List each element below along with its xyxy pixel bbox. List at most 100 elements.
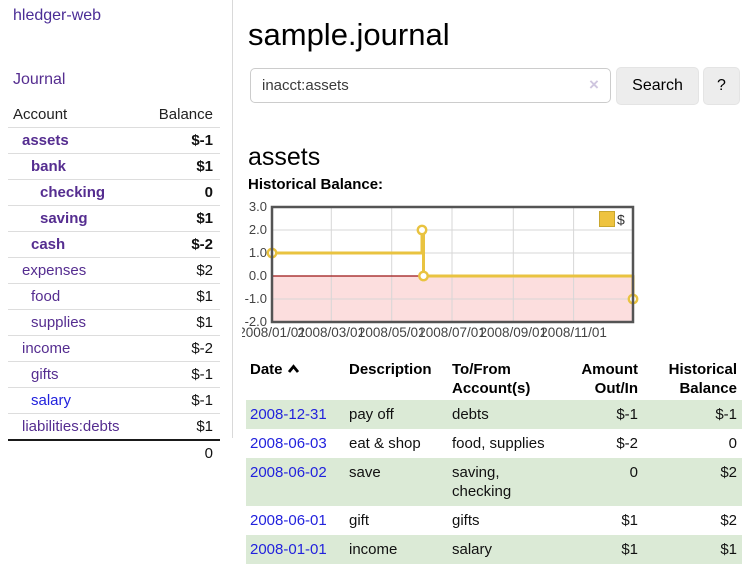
chart-legend: $	[599, 211, 625, 228]
brand-link[interactable]: hledger-web	[13, 7, 102, 24]
transaction-row: 2008-12-31 pay off debts $-1 $-1	[246, 400, 742, 429]
account-row: checking 0	[8, 179, 220, 206]
legend-label: $	[617, 212, 625, 228]
legend-swatch	[599, 211, 615, 227]
accounts-col-account: Account	[13, 106, 68, 123]
y-axis-label: 3.0	[249, 200, 267, 214]
x-axis-label: 2008/09/01	[480, 325, 548, 340]
register-col-balance: Historical Balance	[668, 361, 737, 397]
accounts-col-balance: Balance	[158, 106, 213, 123]
sidebar-item-journal[interactable]: Journal	[13, 71, 66, 88]
account-balance: $-1	[148, 361, 220, 388]
x-axis-label: 2008/05/01	[358, 325, 426, 340]
transaction-date-link[interactable]: 2008-12-31	[250, 406, 327, 423]
account-row: income $-2	[8, 335, 220, 362]
sort-ascending-icon	[287, 360, 300, 379]
register-table: Date Description To/From Account(s) Amou…	[246, 358, 742, 564]
transaction-balance: $2	[720, 512, 737, 529]
page-title: sample.journal	[248, 16, 450, 52]
y-axis-label: 0.0	[249, 268, 267, 283]
account-heading: assets	[248, 142, 321, 171]
x-axis-label: 2008/01/01	[242, 325, 306, 340]
account-link-cash[interactable]: cash	[31, 236, 66, 253]
account-balance: $1	[148, 413, 220, 440]
account-row: food $1	[8, 283, 220, 310]
y-axis-label: -1.0	[245, 291, 267, 306]
transaction-date-link[interactable]: 2008-06-01	[250, 512, 327, 529]
account-balance: $1	[148, 283, 220, 310]
sidebar-divider	[232, 0, 233, 438]
transaction-description: gift	[349, 512, 370, 529]
transaction-date-link[interactable]: 2008-06-03	[250, 435, 327, 452]
account-link-salary[interactable]: salary	[31, 392, 72, 409]
transaction-balance: 0	[728, 435, 737, 452]
account-balance: $1	[148, 153, 220, 180]
chart-canvas: $ 3.0 2.0 1.0 0.0 -1.0 -2.0 2008/01/01 2…	[238, 199, 639, 340]
register-col-date[interactable]: Date	[246, 358, 345, 400]
transaction-date-link[interactable]: 2008-01-01	[250, 541, 327, 558]
x-axis-labels: 2008/01/01 2008/03/01 2008/05/01 2008/07…	[238, 325, 607, 340]
account-row: gifts $-1	[8, 361, 220, 388]
transaction-balance: $-1	[643, 400, 742, 429]
account-row: bank $1	[8, 153, 220, 180]
account-link-saving[interactable]: saving	[40, 210, 88, 227]
account-row: cash $-2	[8, 231, 220, 258]
transaction-row: 2008-06-03 eat & shop food, supplies $-2…	[246, 429, 742, 458]
account-link-checking[interactable]: checking	[40, 184, 106, 201]
transaction-accounts: saving, checking	[448, 458, 561, 506]
transaction-description: income	[345, 535, 448, 564]
transaction-row: 2008-06-02 save saving, checking 0 $2	[246, 458, 742, 506]
transaction-balance: $1	[643, 535, 742, 564]
accounts-total-row: 0	[8, 439, 220, 466]
transaction-balance: $2	[643, 458, 742, 506]
transaction-accounts: debts	[448, 400, 561, 429]
accounts-total-value: 0	[148, 439, 220, 466]
account-link-liabilities-debts[interactable]: liabilities:debts	[22, 418, 120, 435]
register-col-accounts: To/From Account(s)	[452, 361, 531, 397]
register-col-date-label: Date	[250, 361, 283, 378]
account-balance: 0	[148, 179, 220, 206]
register-col-amount: Amount Out/In	[581, 361, 638, 397]
account-link-income[interactable]: income	[22, 340, 71, 357]
transaction-row: 2008-01-01 income salary $1 $1	[246, 535, 742, 564]
data-point-marker	[418, 270, 429, 282]
transaction-amount: 0	[561, 458, 643, 506]
account-row: supplies $1	[8, 309, 220, 336]
y-axis-label: 2.0	[249, 222, 267, 237]
account-balance: $-2	[148, 335, 220, 362]
account-link-bank[interactable]: bank	[31, 158, 67, 175]
account-balance: $-2	[148, 231, 220, 258]
account-row: salary $-1	[8, 387, 220, 414]
search-input[interactable]	[250, 68, 611, 103]
chart-title: Historical Balance:	[248, 176, 384, 193]
transaction-amount: $-1	[561, 400, 643, 429]
transaction-description: pay off	[345, 400, 448, 429]
account-row: expenses $2	[8, 257, 220, 284]
historical-balance-chart: $ 3.0 2.0 1.0 0.0 -1.0 -2.0 2008/01/01 2…	[238, 199, 742, 348]
account-link-food[interactable]: food	[31, 288, 61, 305]
y-axis-labels: 3.0 2.0 1.0 0.0 -1.0 -2.0	[245, 199, 267, 329]
account-link-assets[interactable]: assets	[22, 132, 69, 149]
account-balance: $1	[148, 309, 220, 336]
accounts-header-row: Account Balance	[8, 103, 220, 128]
transaction-accounts: food, supplies	[452, 435, 545, 452]
transaction-date-link[interactable]: 2008-06-02	[250, 464, 327, 481]
clear-search-icon[interactable]: ×	[589, 75, 599, 94]
y-axis-label: 1.0	[249, 245, 267, 260]
account-balance: $1	[148, 205, 220, 232]
account-balance: $-1	[148, 387, 220, 414]
account-row: assets $-1	[8, 127, 220, 154]
transaction-amount: $1	[561, 535, 643, 564]
search-button[interactable]: Search	[616, 67, 699, 105]
help-button[interactable]: ?	[703, 67, 740, 105]
x-axis-label: 2008/07/01	[418, 325, 486, 340]
account-balance: $2	[148, 257, 220, 284]
transaction-description: save	[345, 458, 448, 506]
account-balance: $-1	[148, 127, 220, 154]
account-link-supplies[interactable]: supplies	[31, 314, 87, 331]
account-link-expenses[interactable]: expenses	[22, 262, 87, 279]
account-link-gifts[interactable]: gifts	[31, 366, 59, 383]
data-point-marker	[416, 224, 428, 236]
account-row: saving $1	[8, 205, 220, 232]
